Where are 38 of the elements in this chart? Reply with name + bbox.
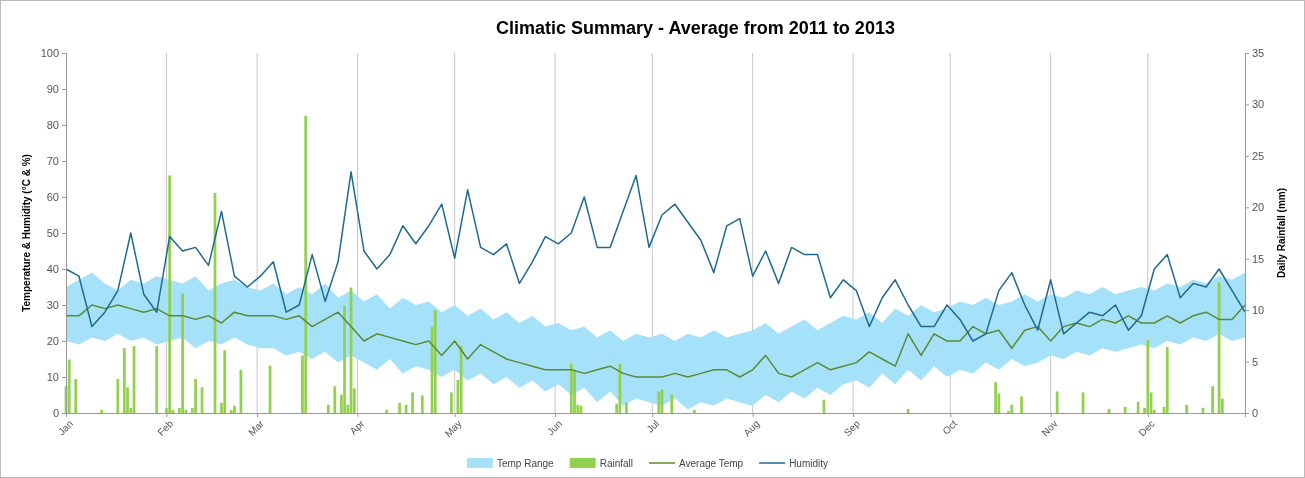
y-tick-label: 70 xyxy=(46,155,59,168)
x-tick-label: Dec xyxy=(1136,417,1157,439)
legend-label: Average Temp xyxy=(679,458,744,469)
x-tick-label: Sep xyxy=(841,417,863,439)
x-tick-label: Nov xyxy=(1039,417,1060,439)
y2-tick-label: 25 xyxy=(1252,149,1265,162)
y2-tick-label: 35 xyxy=(1252,47,1265,60)
chart-title: Climatic Summary - Average from 2011 to 2013 xyxy=(496,18,895,38)
x-tick-label: Oct xyxy=(940,417,960,437)
y2-tick-label: 15 xyxy=(1252,252,1265,265)
y-tick-label: 100 xyxy=(40,47,59,60)
y-axis-title: Temperature & Humidity (°C & %) xyxy=(21,154,32,312)
y2-tick-label: 20 xyxy=(1252,201,1265,214)
y-tick-label: 10 xyxy=(46,371,59,384)
x-tick-label: Aug xyxy=(741,417,762,439)
y2-tick-label: 30 xyxy=(1252,98,1265,111)
x-tick-label: Jun xyxy=(544,417,565,438)
y2-tick-label: 10 xyxy=(1252,304,1265,317)
y2-tick-label: 0 xyxy=(1252,407,1259,420)
x-tick-label: Jul xyxy=(644,417,662,435)
x-tick-label: Apr xyxy=(347,417,367,437)
y-tick-label: 20 xyxy=(46,335,59,348)
y-tick-label: 90 xyxy=(46,83,59,96)
x-tick-label: May xyxy=(442,417,464,440)
y2-tick-label: 5 xyxy=(1252,355,1259,368)
y-tick-label: 50 xyxy=(46,227,59,240)
y-tick-label: 80 xyxy=(46,119,59,132)
y-tick-label: 60 xyxy=(46,191,59,204)
text: Temp Range xyxy=(496,458,555,469)
y-tick-label: 30 xyxy=(46,299,59,312)
x-tick-label: Feb xyxy=(155,417,176,438)
x-tick-label: Mar xyxy=(246,417,267,438)
y-tick-label: 0 xyxy=(52,407,59,420)
y2-axis-title: Daily Rainfall (mm) xyxy=(1276,187,1287,279)
legend-label: Humidity xyxy=(789,458,829,469)
x-tick-label: Jan xyxy=(55,417,75,438)
legend-label: Rainfall xyxy=(599,458,634,469)
y-tick-label: 40 xyxy=(46,263,59,276)
